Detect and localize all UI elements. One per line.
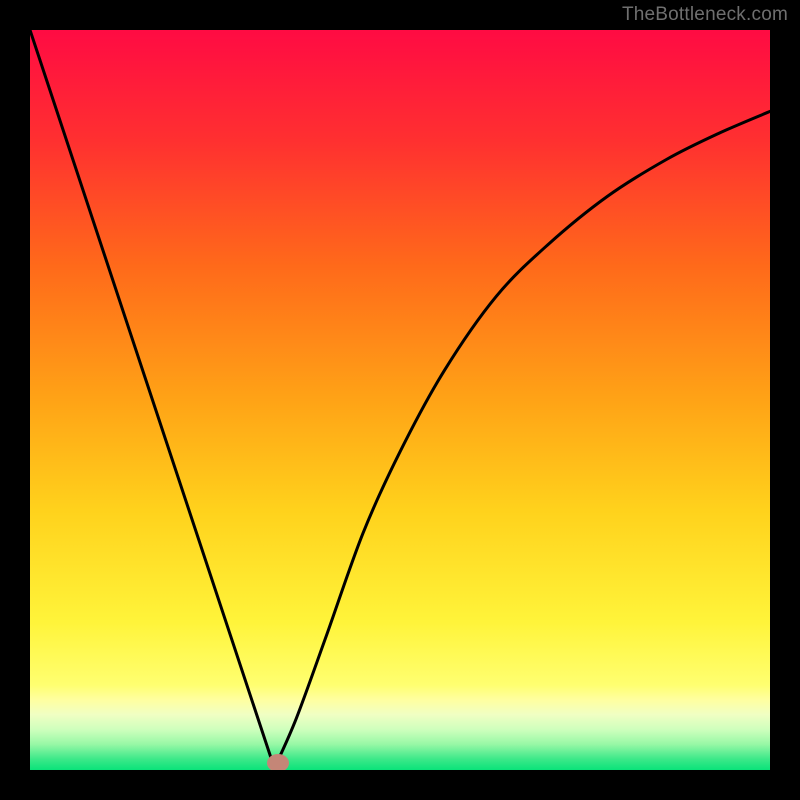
watermark-text: TheBottleneck.com — [622, 4, 788, 26]
plot-area — [30, 30, 770, 770]
gradient-background — [30, 30, 770, 770]
chart-svg — [30, 30, 770, 770]
chart-frame: TheBottleneck.com — [0, 0, 800, 800]
